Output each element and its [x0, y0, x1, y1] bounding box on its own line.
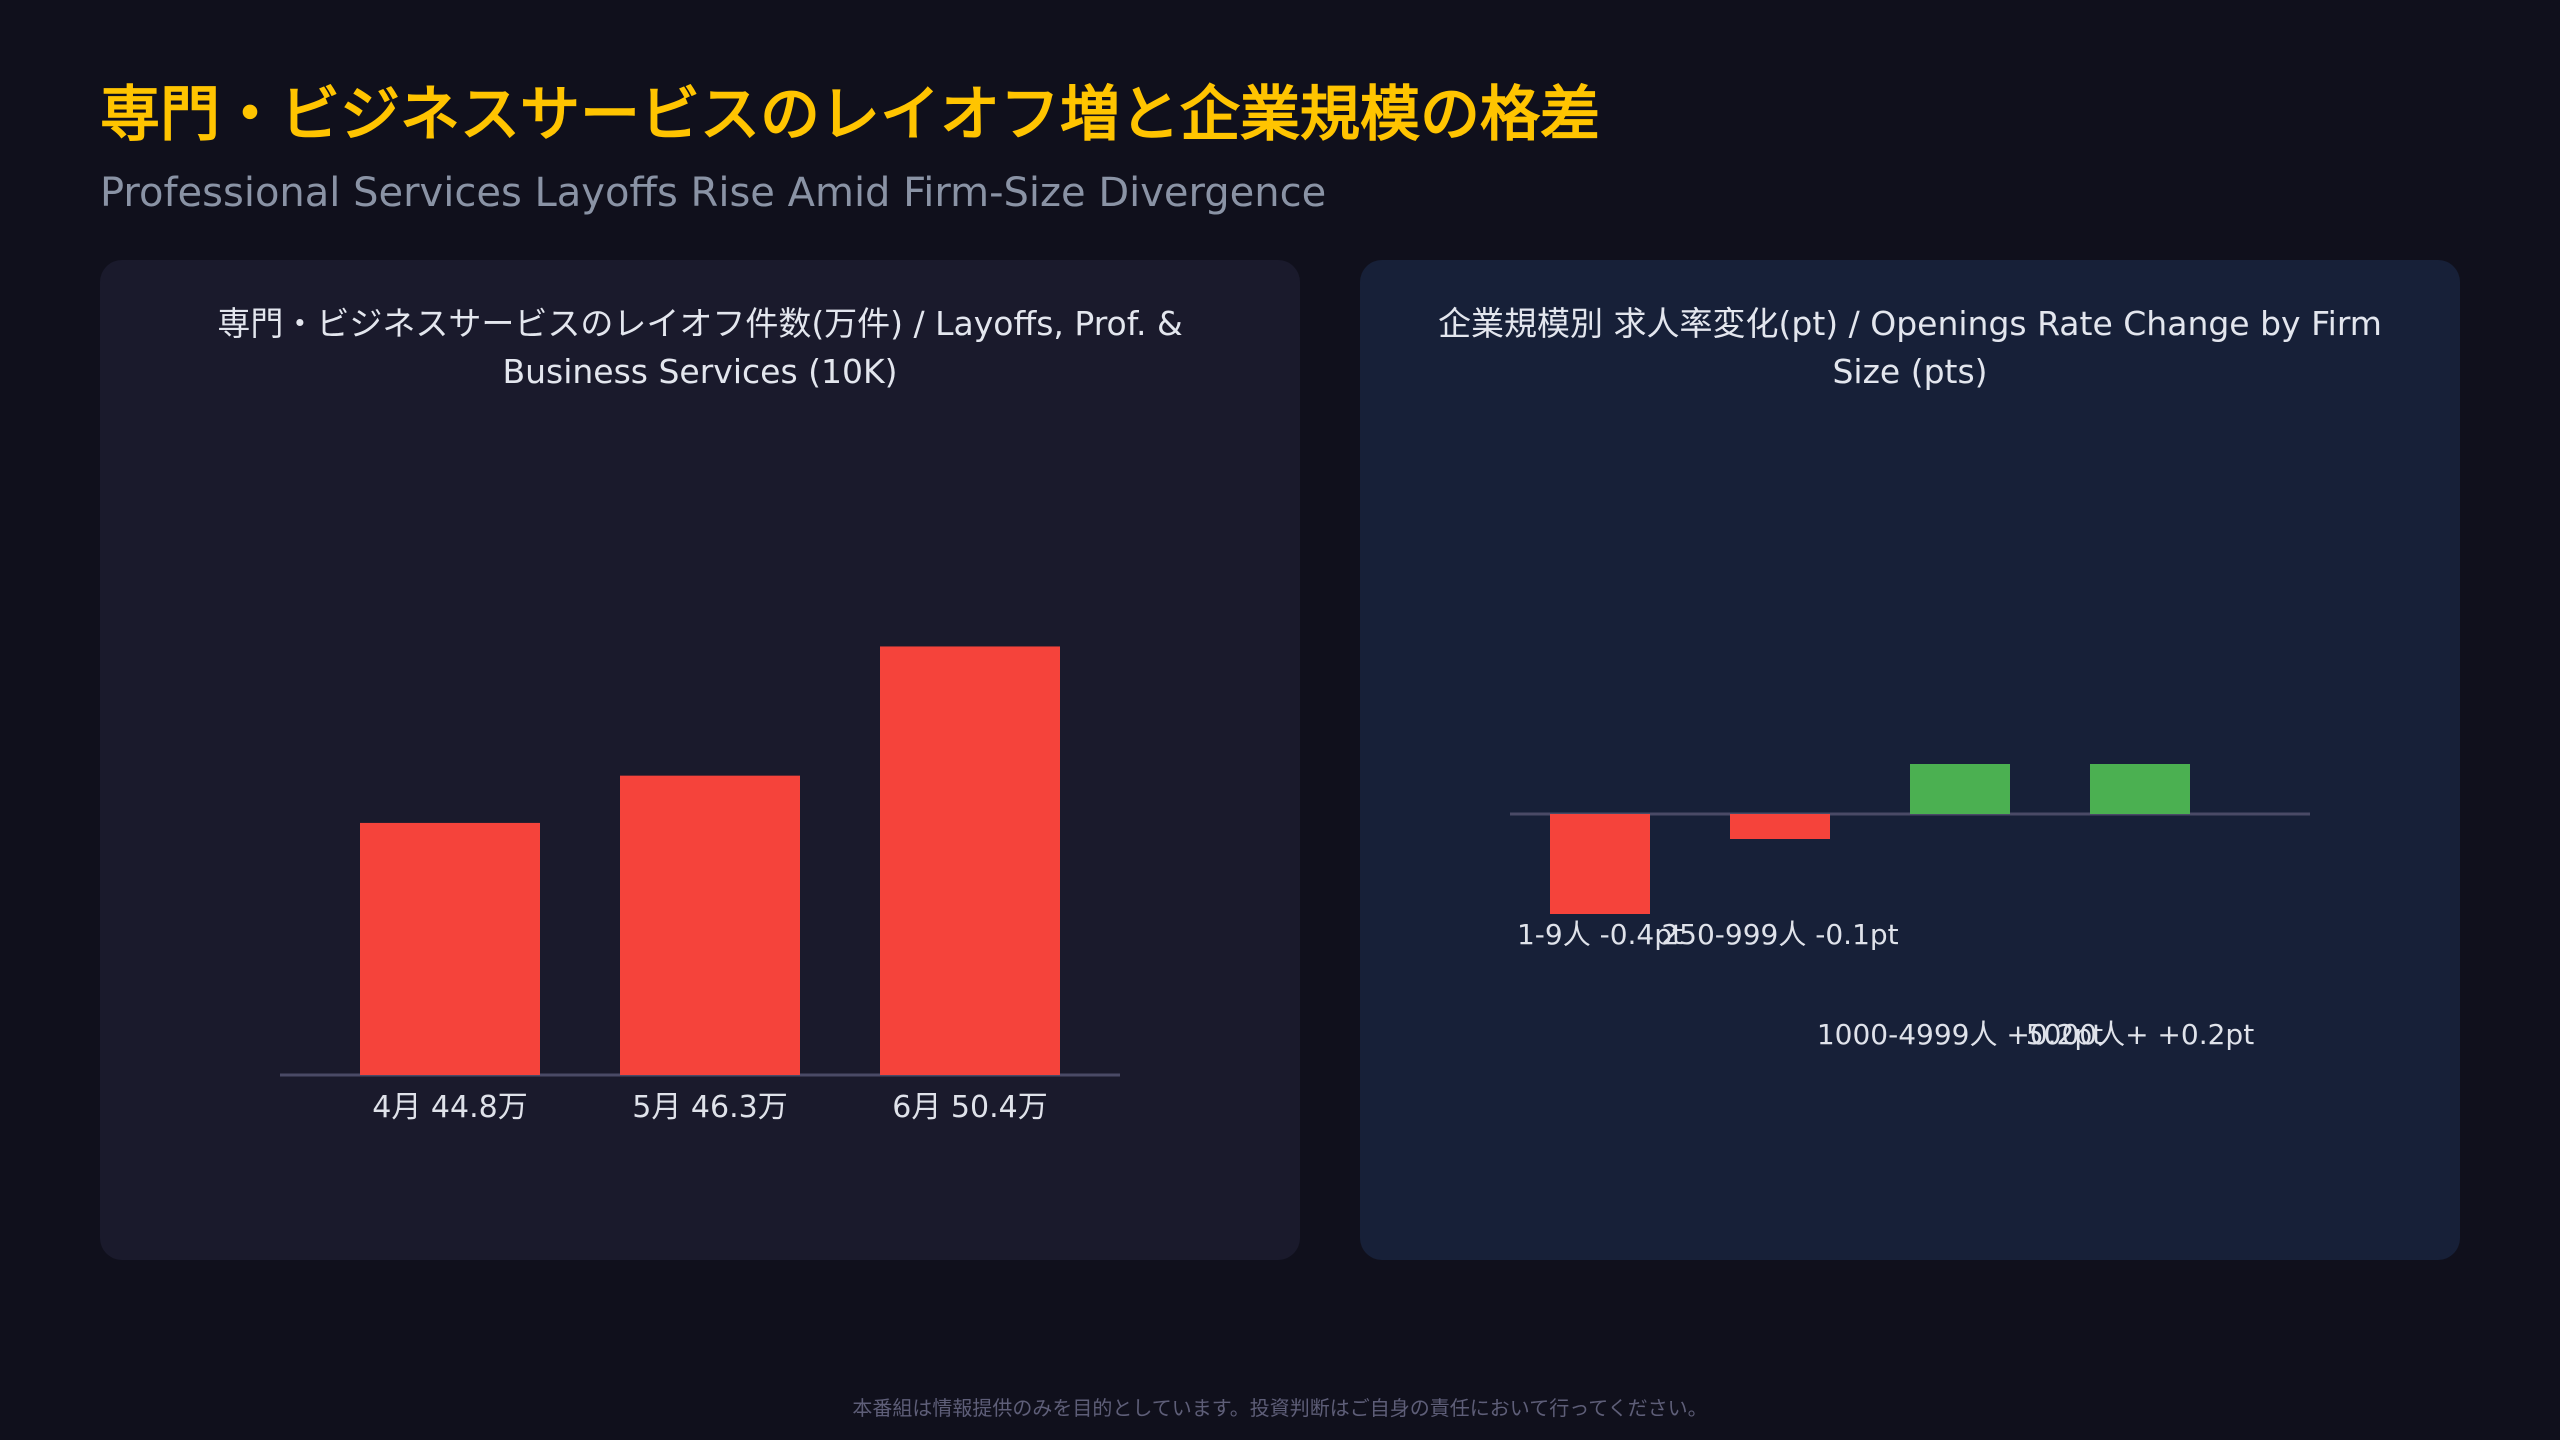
bar-4月 — [360, 822, 540, 1075]
bar-1000-4999人 — [1910, 764, 2010, 814]
openings-chart-panel: 企業規模別 求人率変化(pt) / Openings Rate Change b… — [1360, 260, 2460, 1260]
openings-chart-title: 企業規模別 求人率変化(pt) / Openings Rate Change b… — [1438, 304, 2382, 391]
bar-6月 — [880, 646, 1060, 1075]
data-label-5000人+: 5000人+ +0.2pt — [2026, 1018, 2254, 1051]
page-title: 専門・ビジネスサービスのレイオフ増と企業規模の格差 — [100, 80, 1600, 150]
data-label-250-999人: 250-999人 -0.1pt — [1661, 918, 1898, 951]
bar-5000人+ — [2090, 764, 2190, 814]
layoffs-chart-panel: 専門・ビジネスサービスのレイオフ件数(万件) / Layoffs, Prof. … — [100, 260, 1300, 1260]
data-label-1000-4999人: 1000-4999人 +0.2pt — [1817, 1018, 2103, 1051]
data-label-4月: 4月 44.8万 — [372, 1090, 527, 1125]
layoffs-chart-title: 専門・ビジネスサービスのレイオフ件数(万件) / Layoffs, Prof. … — [217, 304, 1183, 391]
bar-5月 — [620, 775, 800, 1075]
footer-disclaimer: 本番組は情報提供のみを目的としています。投資判断はご自身の責任において行ってくだ… — [852, 1396, 1708, 1420]
layoffs-bar-chart: 4月 44.8万 5月 46.3万 6月 50.4万 — [280, 646, 1120, 1125]
data-label-1-9人: 1-9人 -0.4pt — [1517, 918, 1683, 951]
bar-250-999人 — [1730, 814, 1830, 839]
page-subtitle: Professional Services Layoffs Rise Amid … — [100, 170, 1327, 216]
data-label-5月: 5月 46.3万 — [632, 1090, 787, 1125]
bar-1-9人 — [1550, 814, 1650, 914]
data-label-6月: 6月 50.4万 — [892, 1090, 1047, 1125]
